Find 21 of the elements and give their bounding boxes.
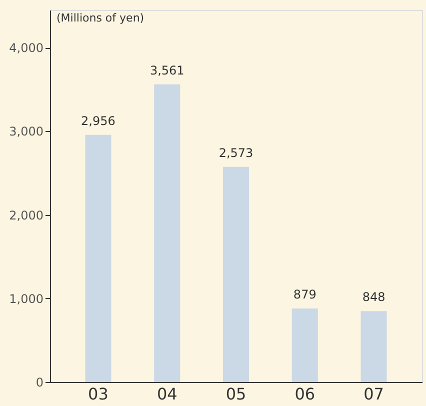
data-label: 2,956 <box>81 114 116 128</box>
y-tick-label: 1,000 <box>9 292 44 306</box>
x-tick-label: 03 <box>88 384 108 404</box>
y-tick-label: 3,000 <box>9 124 44 139</box>
data-label: 2,573 <box>218 146 254 160</box>
x-tick-label: 04 <box>156 384 178 404</box>
bar <box>360 311 387 382</box>
y-tick-label: 4,000 <box>9 41 44 56</box>
y-tick-label: 0 <box>36 376 44 390</box>
bar <box>223 166 249 382</box>
data-label: 3,561 <box>150 63 184 78</box>
y-tick-label: 2,000 <box>9 208 44 222</box>
x-tick-label: 06 <box>294 384 316 404</box>
x-tick-label: 07 <box>364 384 384 404</box>
y-axis-title: (Millions of yen) <box>56 12 144 24</box>
data-label: 879 <box>293 288 316 302</box>
bar <box>85 134 112 382</box>
bar <box>154 84 180 382</box>
bar <box>292 308 318 382</box>
x-tick-label: 05 <box>226 384 246 404</box>
data-label: 848 <box>362 290 386 304</box>
